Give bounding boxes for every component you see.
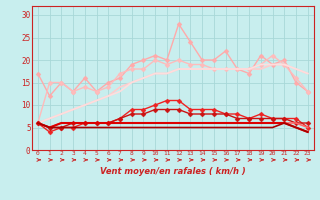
X-axis label: Vent moyen/en rafales ( km/h ): Vent moyen/en rafales ( km/h )	[100, 168, 246, 176]
